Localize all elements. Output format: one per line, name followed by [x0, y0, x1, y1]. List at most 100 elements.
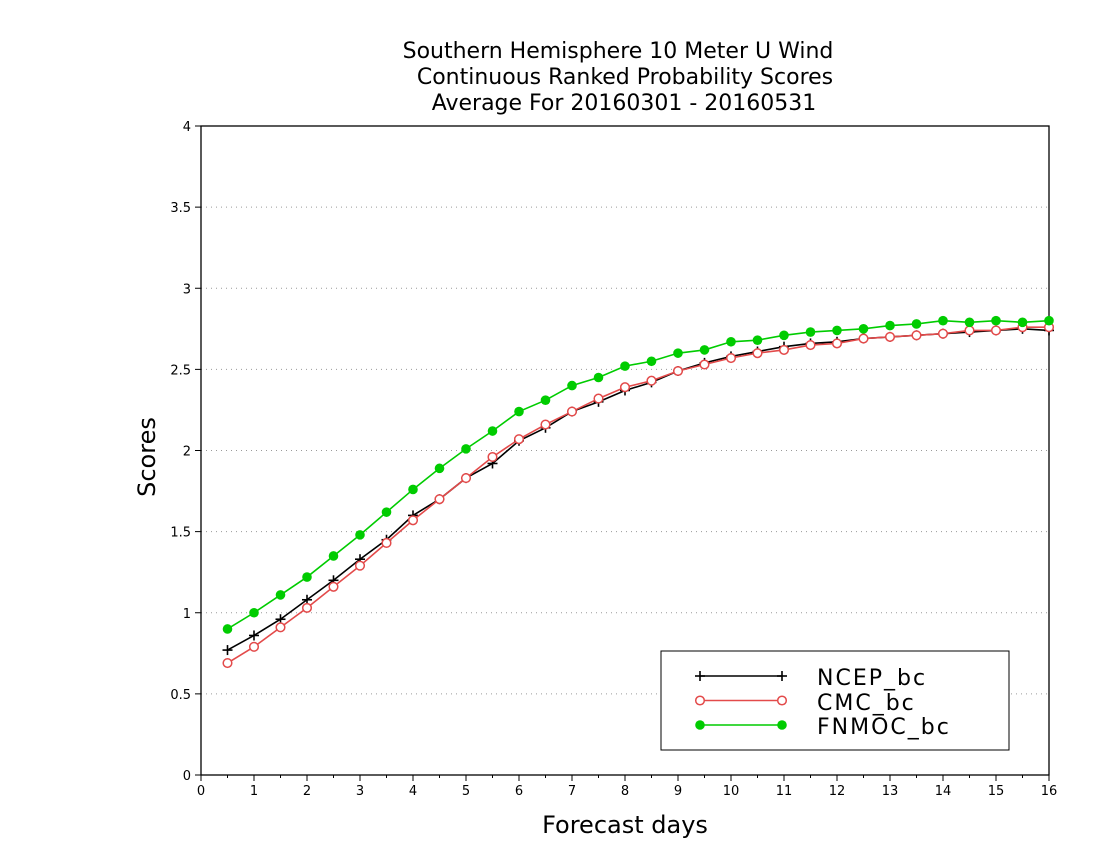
- data-point-cmc: [354, 560, 366, 571]
- x-tick-label: 5: [462, 784, 470, 799]
- data-point-cmc: [725, 352, 737, 364]
- chart-title: Southern Hemisphere 10 Meter U Wind Cont…: [403, 39, 834, 116]
- x-tick-label: 10: [723, 784, 740, 799]
- grid-lines: [201, 206, 1049, 695]
- legend: NCEP_bc CMC_bc FNMOC_bc: [660, 650, 1010, 751]
- data-point-cmc: [407, 515, 419, 526]
- y-tick-label: 2: [183, 445, 191, 460]
- x-tick-label: 7: [568, 784, 576, 799]
- data-point-fnmoc: [805, 327, 816, 337]
- data-point-fnmoc: [355, 530, 365, 540]
- x-tick-label: 12: [829, 784, 846, 799]
- series-layer: [222, 315, 1055, 669]
- legend-label-fnmoc: FNMOC_bc: [817, 715, 951, 740]
- x-tick-label: 14: [935, 784, 952, 799]
- legend-swatch-fnmoc: [695, 720, 787, 730]
- data-point-fnmoc: [991, 315, 1001, 326]
- data-point-fnmoc: [832, 325, 842, 336]
- data-point-cmc: [778, 344, 790, 355]
- y-tick-label: 3: [183, 282, 191, 297]
- x-tick-label: 11: [776, 784, 793, 799]
- y-tick-label: 0.5: [170, 688, 191, 703]
- legend-swatch-cmc: [694, 695, 788, 706]
- data-point-fnmoc: [593, 372, 604, 383]
- data-point-cmc: [964, 325, 975, 336]
- x-tick-label: 3: [356, 784, 364, 799]
- title-line-3: Average For 20160301 - 20160531: [432, 91, 817, 116]
- series-ncep: [222, 323, 1054, 656]
- legend-swatch-ncep: [695, 671, 787, 681]
- y-tick-label: 2.5: [170, 363, 191, 378]
- data-point-cmc: [275, 622, 286, 633]
- y-tick-label: 0: [183, 769, 191, 784]
- legend-label-cmc: CMC_bc: [817, 691, 916, 716]
- series-line-ncep: [227, 328, 1050, 651]
- data-point-fnmoc: [673, 348, 683, 358]
- x-tick-label: 8: [621, 784, 629, 799]
- data-point-fnmoc: [885, 320, 895, 331]
- x-tick-label: 16: [1041, 784, 1058, 799]
- legend-swatch-marker: [777, 671, 787, 681]
- data-point-fnmoc: [911, 319, 922, 329]
- axes: 00.511.522.533.540 1 2 3 4 5 6 7 8 9 10 11 12 13 14 15 1…: [170, 120, 1057, 799]
- x-tick-label: 6: [515, 784, 523, 799]
- data-point-fnmoc: [222, 624, 233, 634]
- data-point-cmc: [513, 434, 525, 445]
- x-tick-label: 15: [988, 784, 1005, 799]
- data-point-fnmoc: [302, 572, 312, 582]
- legend-swatch-marker: [776, 695, 788, 706]
- data-point-cmc: [990, 325, 1002, 336]
- data-point-cmc: [858, 333, 869, 344]
- data-point-fnmoc: [620, 361, 630, 371]
- data-point-fnmoc: [275, 590, 286, 600]
- data-point-fnmoc: [726, 336, 736, 347]
- x-tick-label: 4: [409, 784, 417, 799]
- x-tick-label: 0: [197, 784, 205, 799]
- x-tick-label: 9: [674, 784, 682, 799]
- data-point-ncep: [222, 645, 233, 656]
- data-point-fnmoc: [540, 395, 551, 406]
- data-point-fnmoc: [249, 607, 259, 618]
- data-point-cmc: [434, 494, 445, 505]
- legend-swatch-marker: [695, 720, 705, 730]
- y-axis-label: Scores: [133, 417, 161, 497]
- data-point-ncep: [249, 630, 259, 641]
- data-point-fnmoc: [487, 426, 498, 436]
- series-line-cmc: [227, 326, 1049, 664]
- y-tick-label: 4: [183, 120, 191, 135]
- legend-swatches: [694, 671, 788, 730]
- data-point-cmc: [222, 657, 233, 669]
- data-point-cmc: [619, 382, 631, 393]
- data-point-fnmoc: [646, 356, 657, 367]
- data-point-fnmoc: [381, 507, 392, 517]
- data-point-fnmoc: [1017, 317, 1028, 328]
- x-axis-label: Forecast days: [542, 811, 708, 839]
- data-point-fnmoc: [699, 345, 710, 355]
- y-tick-label: 1.5: [170, 526, 191, 541]
- x-tick-label: 1: [250, 784, 258, 799]
- data-point-fnmoc: [752, 335, 763, 345]
- data-point-fnmoc: [1044, 315, 1054, 326]
- data-point-fnmoc: [328, 551, 339, 561]
- data-point-fnmoc: [434, 463, 445, 474]
- data-point-fnmoc: [964, 317, 975, 328]
- title-line-2: Continuous Ranked Probability Scores: [417, 65, 833, 90]
- data-point-cmc: [566, 406, 578, 417]
- data-point-cmc: [911, 330, 922, 341]
- data-point-cmc: [328, 581, 339, 592]
- title-line-1: Southern Hemisphere 10 Meter U Wind: [403, 39, 834, 64]
- data-point-fnmoc: [779, 330, 789, 341]
- data-point-cmc: [593, 393, 604, 404]
- legend-swatch-marker: [694, 695, 706, 706]
- data-point-cmc: [672, 365, 684, 377]
- data-point-cmc: [646, 375, 657, 386]
- data-point-cmc: [381, 537, 392, 549]
- x-tick-label: 13: [882, 784, 899, 799]
- series-cmc: [222, 322, 1055, 669]
- series-line-fnmoc: [227, 319, 1050, 630]
- data-point-fnmoc: [567, 380, 577, 391]
- y-tick-label: 3.5: [170, 201, 191, 216]
- data-point-cmc: [301, 602, 313, 613]
- data-point-cmc: [937, 328, 949, 339]
